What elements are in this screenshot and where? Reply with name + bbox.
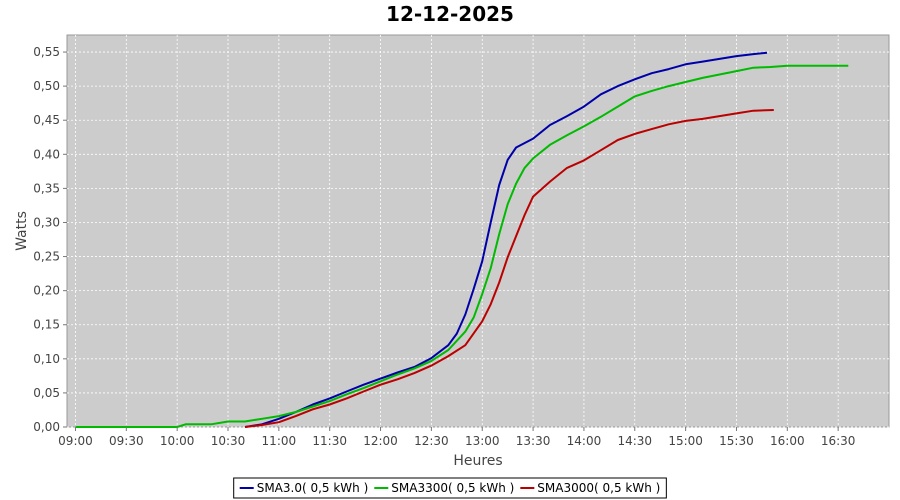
y-tick-label: 0,35 — [33, 181, 60, 195]
grid — [67, 35, 889, 428]
x-tick-label: 16:00 — [770, 434, 805, 448]
y-tick-label: 0,40 — [33, 147, 60, 161]
y-tick-label: 0,15 — [33, 318, 60, 332]
x-tick-label: 14:30 — [617, 434, 652, 448]
y-tick-label: 0,00 — [33, 420, 60, 434]
y-tick-label: 0,05 — [33, 386, 60, 400]
x-tick-label: 13:00 — [465, 434, 500, 448]
x-tick-label: 09:30 — [109, 434, 144, 448]
series-line-0 — [244, 51, 768, 428]
x-tick-label: 15:30 — [719, 434, 754, 448]
series-line-1 — [75, 64, 849, 428]
x-tick-label: 10:00 — [160, 434, 195, 448]
plot-area — [66, 34, 890, 428]
x-axis-title: Heures — [453, 453, 502, 469]
legend-item-2: SMA3000( 0,5 kWh ) — [520, 481, 660, 495]
y-axis-title: Watts — [14, 211, 30, 251]
x-tick-label: 12:00 — [363, 434, 398, 448]
x-tick-label: 13:30 — [516, 434, 551, 448]
legend: SMA3.0( 0,5 kWh ) SMA3300( 0,5 kWh ) SMA30… — [233, 477, 667, 499]
legend-label: SMA3.0( 0,5 kWh ) — [257, 481, 369, 495]
x-tick-label: 10:30 — [211, 434, 246, 448]
axes: 09:00 09:30 10:00 10:30 11:00 11:30 12:00 12:30… — [33, 45, 855, 448]
x-tick-label: 14:00 — [567, 434, 602, 448]
legend-label: SMA3000( 0,5 kWh ) — [537, 481, 660, 495]
x-tick-label: 15:00 — [668, 434, 703, 448]
legend-label: SMA3300( 0,5 kWh ) — [391, 481, 514, 495]
chart-title: 12-12-2025 — [386, 2, 514, 26]
x-tick-label: 11:00 — [262, 434, 297, 448]
y-tick-label: 0,25 — [33, 250, 60, 264]
x-tick-label: 11:30 — [312, 434, 347, 448]
x-tick-label: 12:30 — [414, 434, 449, 448]
y-tick-label: 0,55 — [33, 45, 60, 59]
y-tick-label: 0,50 — [33, 79, 60, 93]
series-lines — [75, 51, 849, 428]
legend-item-0: SMA3.0( 0,5 kWh ) — [239, 481, 369, 495]
series-line-2 — [244, 109, 774, 428]
y-tick-label: 0,20 — [33, 284, 60, 298]
legend-item-1: SMA3300( 0,5 kWh ) — [374, 481, 514, 495]
y-tick-label: 0,10 — [33, 352, 60, 366]
x-tick-label: 16:30 — [821, 434, 856, 448]
y-tick-label: 0,45 — [33, 113, 60, 127]
legend-box — [233, 477, 667, 499]
x-tick-label: 09:00 — [58, 434, 93, 448]
y-tick-label: 0,30 — [33, 215, 60, 229]
